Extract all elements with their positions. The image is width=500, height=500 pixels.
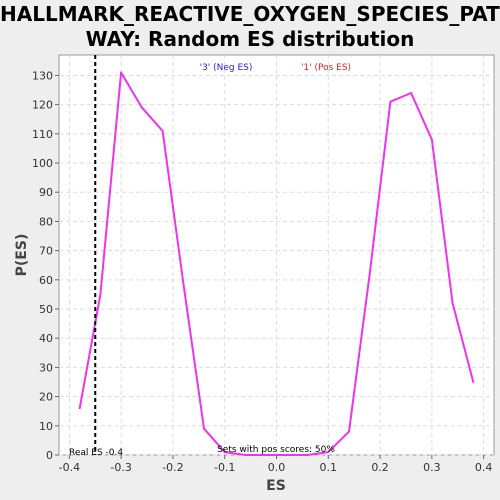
pos-scores-annotation: Sets with pos scores: 50%	[217, 445, 335, 455]
x-tick-label: 0.2	[371, 461, 389, 474]
x-tick-label: -0.1	[214, 461, 235, 474]
data-point	[161, 129, 164, 132]
real-es-annotation: Real ES -0.4	[69, 448, 123, 458]
y-axis: 0 10 20 30 40 50 60 70 80 90 100 110 120 130	[32, 69, 59, 462]
data-point	[451, 302, 454, 305]
data-point	[140, 106, 143, 109]
y-axis-label: P(ES)	[14, 234, 30, 277]
x-tick-label: 0.4	[475, 461, 493, 474]
x-tick-label: 0.3	[423, 461, 441, 474]
y-tick-label: 20	[39, 391, 53, 404]
series-line	[78, 71, 475, 456]
data-point	[120, 71, 123, 74]
data-point	[306, 454, 309, 456]
y-tick-label: 70	[39, 245, 53, 258]
x-axis-label: ES	[266, 478, 286, 494]
x-axis: -0.4 -0.3 -0.2 -0.1 0.0 0.1 0.2 0.3 0.4	[59, 455, 493, 474]
y-tick-label: 10	[39, 420, 53, 433]
data-point	[78, 407, 81, 410]
data-point	[182, 281, 185, 284]
legend-pos: '1' (Pos ES)	[301, 63, 351, 73]
data-point	[389, 100, 392, 103]
x-tick-label: -0.3	[110, 461, 131, 474]
x-tick-label: -0.4	[59, 461, 80, 474]
data-point	[203, 427, 205, 430]
grid	[59, 55, 494, 456]
data-point	[223, 451, 226, 454]
y-tick-label: 50	[39, 303, 53, 316]
y-tick-label: 80	[39, 215, 53, 228]
y-tick-label: 130	[32, 69, 53, 82]
y-tick-label: 120	[32, 99, 53, 112]
chart-title: HALLMARK_REACTIVE_OXYGEN_SPECIES_PATH WA…	[0, 2, 500, 52]
data-point	[327, 451, 330, 454]
legend-neg: '3' (Neg ES)	[200, 63, 253, 73]
series-group	[78, 71, 475, 456]
data-point	[472, 381, 475, 384]
data-point	[430, 138, 433, 141]
data-point	[244, 454, 247, 456]
chart-title-line1: HALLMARK_REACTIVE_OXYGEN_SPECIES_PATH	[0, 2, 500, 26]
x-tick-label: -0.2	[162, 461, 183, 474]
data-point	[410, 91, 413, 94]
x-tick-label: 0.0	[268, 461, 286, 474]
y-tick-label: 110	[32, 128, 53, 141]
y-tick-label: 40	[39, 332, 53, 345]
y-tick-label: 90	[39, 186, 53, 199]
data-point	[368, 272, 371, 275]
y-tick-label: 30	[39, 361, 53, 374]
y-tick-label: 0	[46, 449, 53, 462]
x-tick-label: 0.1	[320, 461, 338, 474]
data-point	[99, 293, 102, 296]
chart-title-line2: WAY: Random ES distribution	[85, 27, 415, 51]
data-point	[348, 430, 350, 433]
y-tick-label: 100	[32, 157, 53, 170]
y-tick-label: 60	[39, 274, 53, 287]
